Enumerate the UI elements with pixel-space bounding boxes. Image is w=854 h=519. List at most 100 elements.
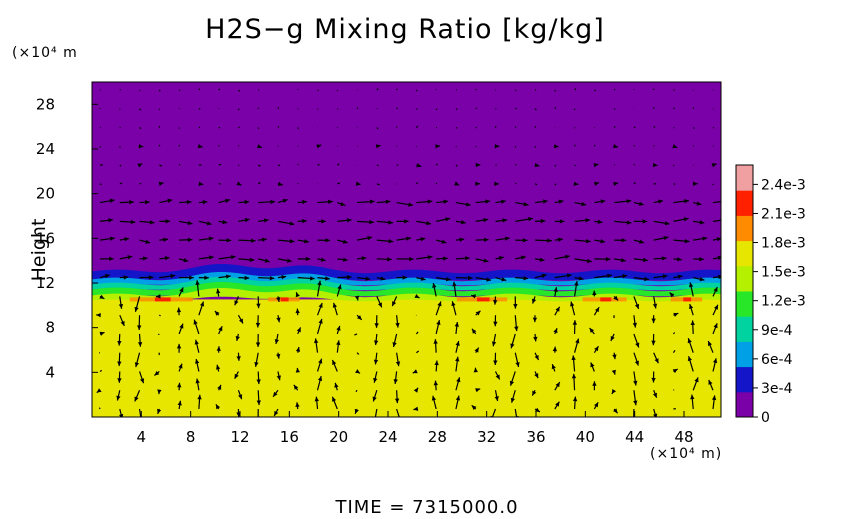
wind-vector [692,181,698,187]
wind-vector [416,350,420,354]
wind-vector [396,256,414,262]
wind-vector [258,258,270,263]
wind-vector [237,89,241,92]
wind-vector [669,292,675,298]
wind-vector [295,308,300,316]
wind-vector [554,254,570,260]
wind-vector [276,296,281,303]
wind-vector [159,198,173,204]
wind-vector [712,358,718,372]
wind-vector [99,294,105,300]
x-tick-label: 4 [137,428,147,446]
wind-vector [391,296,398,307]
wind-vector [633,163,636,166]
x-tick-label: 8 [186,428,196,446]
wind-vector [534,125,537,128]
wind-vector [494,181,499,186]
wind-vector [515,255,526,260]
wind-vector [254,352,259,367]
wind-vector [119,182,123,185]
wind-vector [256,371,261,385]
wind-vector [712,286,718,297]
wind-vector [395,315,400,328]
wind-vector [436,199,449,204]
high-value-core [476,297,490,302]
wind-vector [277,239,295,244]
wind-vector [495,199,506,204]
wind-vector [712,201,721,204]
wind-vector [176,307,182,316]
wind-vector [337,275,352,280]
wind-vector [134,352,141,368]
high-value-core [154,297,171,302]
wind-vector [139,220,155,225]
wind-vector [535,218,546,224]
wind-vector [258,218,269,223]
wind-vector [593,162,599,168]
wind-vector [277,164,281,167]
wind-vector [475,199,490,204]
wind-vector [415,89,418,92]
field-lower-layer [92,299,721,417]
wind-vector [554,273,572,279]
wind-vector [515,238,528,243]
wind-vector [138,408,142,417]
wind-vector [317,199,333,204]
wind-vector [99,198,115,204]
wind-vector [277,198,288,204]
colorbar-segment [736,215,753,242]
wind-vector [475,217,489,223]
wind-vector [376,199,391,204]
x-tick-label: 12 [230,428,249,446]
wind-vector [554,401,560,410]
wind-vector [117,371,122,383]
wind-vector [257,164,261,167]
wind-vector [572,320,578,334]
wind-vector [455,237,465,242]
wind-vector [134,390,141,402]
wind-vector [375,144,381,149]
wind-vector [357,199,375,204]
wind-vector [574,144,576,147]
wind-vector [119,314,125,327]
wind-vector [355,389,358,393]
wind-vector [614,199,632,204]
colorbar-tick-label: 9e-4 [761,323,793,339]
wind-vector [653,235,669,241]
wind-vector [514,315,519,332]
wind-vector [554,183,557,186]
wind-vector [491,333,497,347]
wind-vector [376,276,386,281]
wind-vector [712,274,721,280]
wind-vector [118,296,124,309]
wind-vector [455,220,466,225]
wind-vector [316,302,323,316]
wind-vector [534,199,548,204]
wind-vector [475,277,492,282]
wind-vector [396,236,412,241]
x-tick-label: 28 [428,428,447,446]
high-value-core [683,297,692,302]
wind-vector [672,332,676,335]
wind-vector [436,217,451,222]
wind-vector [336,163,340,166]
y-tick-label: 24 [36,140,55,158]
colorbar-tick-label: 3e-4 [761,381,793,397]
wind-vector [276,315,281,323]
wind-vector [475,258,489,263]
wind-vector [693,236,708,241]
wind-vector [673,107,676,110]
wind-vector [455,340,460,353]
wind-vector [573,280,579,297]
y-axis: 4 8 12 16 20 24 28 [36,95,98,381]
wind-vector [139,275,154,280]
wind-vector [277,181,283,187]
wind-vector [137,315,142,330]
wind-vector [336,325,341,335]
x-tick-label: 40 [576,428,595,446]
wind-vector [234,296,239,306]
y-tick-label: 16 [36,229,55,247]
wind-vector [651,333,656,346]
wind-vector [712,237,721,242]
